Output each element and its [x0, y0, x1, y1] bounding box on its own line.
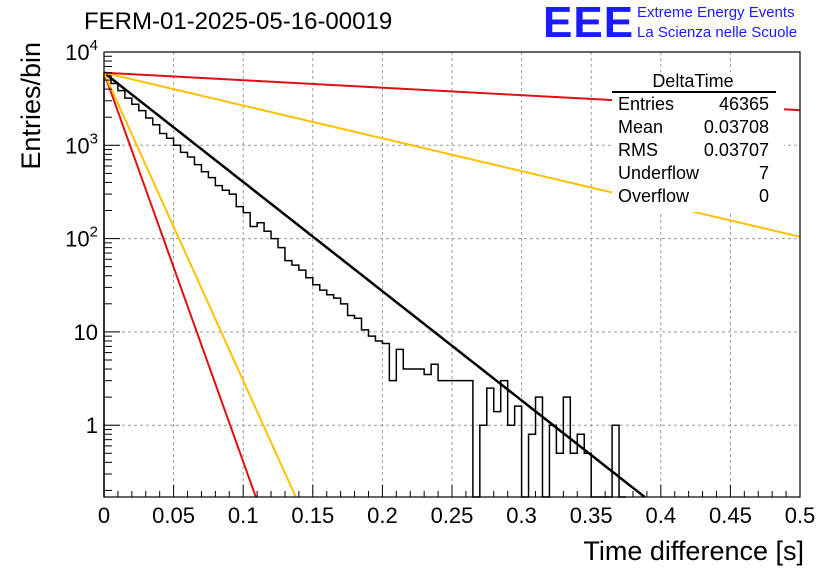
y-tick-label: 1	[86, 413, 98, 438]
x-axis-title: Time difference [s]	[583, 536, 804, 566]
stats-row-label: Mean	[618, 117, 663, 137]
stats-row-label: Underflow	[618, 163, 700, 183]
histogram-outline	[103, 74, 626, 498]
x-tick-label: 0.1	[228, 503, 259, 528]
x-tick-label: 0.5	[785, 503, 816, 528]
x-tick-label: 0.4	[646, 503, 677, 528]
fit-curve	[103, 71, 646, 498]
x-tick-label: 0.05	[152, 503, 195, 528]
histogram-layer	[103, 74, 626, 498]
logo-caption-line2: La Scienza nelle Scuole	[637, 24, 798, 41]
stats-row-value: 0	[759, 186, 769, 206]
logo-caption-line1: Extreme Energy Events	[637, 4, 795, 21]
stats-box-title: DeltaTime	[652, 71, 733, 91]
stats-row-value: 0.03708	[704, 117, 769, 137]
fit-curve	[103, 72, 297, 498]
stats-row-value: 0.03707	[704, 140, 769, 160]
axis-tick-labels: 0 0.05 0.1 0.15 0.2 0.25 0.3 0.35 0.4 0.45 0.5 104 1…	[65, 37, 815, 528]
eee-logo-icon: EEE	[543, 0, 635, 47]
stats-row-label: Overflow	[618, 186, 690, 206]
x-tick-label: 0.45	[709, 503, 752, 528]
stats-row-value: 7	[759, 163, 769, 183]
x-tick-label: 0.2	[367, 503, 398, 528]
stats-box: DeltaTime Entries 46365 Mean 0.03708 RMS 0.03…	[612, 71, 784, 212]
x-tick-label: 0.35	[570, 503, 613, 528]
axis-ticks	[103, 51, 801, 497]
stats-box-background	[612, 72, 784, 212]
x-tick-label: 0.15	[291, 503, 334, 528]
stats-row-value: 46365	[719, 94, 769, 114]
stats-row-label: Entries	[618, 94, 674, 114]
run-title: FERM-01-2025-05-16-00019	[84, 8, 393, 35]
x-tick-label: 0.25	[431, 503, 474, 528]
y-tick-label: 102	[65, 224, 98, 252]
x-tick-label: 0	[98, 503, 110, 528]
stats-row-label: RMS	[618, 140, 658, 160]
y-tick-label: 104	[65, 37, 98, 65]
x-tick-label: 0.3	[506, 503, 537, 528]
y-axis-title: Entries/bin	[16, 42, 46, 170]
y-tick-label: 103	[65, 130, 98, 158]
fit-curves-layer	[103, 71, 801, 498]
stats-box-rows: Entries 46365 Mean 0.03708 RMS 0.03707Underfl…	[618, 94, 769, 206]
fit-curve	[103, 72, 257, 498]
y-tick-label: 10	[74, 320, 98, 345]
